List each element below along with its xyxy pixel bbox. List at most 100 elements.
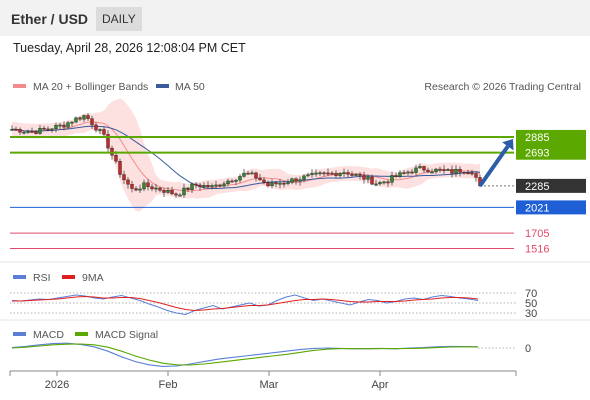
candle xyxy=(250,170,254,175)
candle-body xyxy=(182,187,186,196)
candle xyxy=(446,168,450,171)
candle-body xyxy=(226,180,230,185)
resistance-label-block xyxy=(516,129,586,160)
candle-body xyxy=(334,172,338,176)
candle-body xyxy=(86,115,90,119)
chart-header: Ether / USD DAILY xyxy=(0,0,590,36)
candle xyxy=(398,170,402,179)
macd-legend-swatch xyxy=(13,332,26,336)
candle xyxy=(166,186,170,194)
candle xyxy=(450,165,454,178)
x-axis: 2026 Feb Mar Apr xyxy=(9,370,517,391)
candle xyxy=(222,181,226,188)
candle xyxy=(22,130,26,135)
candle xyxy=(218,183,222,188)
candle-body xyxy=(294,178,298,182)
candle-body xyxy=(346,172,350,175)
candle-body xyxy=(34,131,38,134)
candle xyxy=(254,171,258,182)
candle-body xyxy=(170,190,174,195)
candle xyxy=(342,168,346,177)
candle xyxy=(414,164,418,176)
candle xyxy=(42,125,46,131)
candle-body xyxy=(414,167,418,173)
level-label: 2285 xyxy=(525,181,549,193)
candle xyxy=(262,177,266,185)
candle-body xyxy=(326,172,330,175)
candle xyxy=(214,180,218,189)
candle-body xyxy=(374,183,378,186)
candle-body xyxy=(106,134,110,149)
level-2285: 2285 xyxy=(480,178,586,193)
candle-body xyxy=(418,166,422,169)
candle-body xyxy=(398,172,402,177)
candle-body xyxy=(350,174,354,176)
candle xyxy=(18,127,22,135)
candle xyxy=(134,186,138,192)
candle-body xyxy=(234,179,238,182)
rsi-ma-legend-swatch xyxy=(62,275,75,279)
candle-body xyxy=(246,172,250,175)
candle-body xyxy=(458,168,462,173)
candle-body xyxy=(50,128,54,131)
candle xyxy=(302,174,306,182)
rsi-tick-label: 30 xyxy=(525,308,537,320)
candle xyxy=(294,177,298,185)
candle xyxy=(350,171,354,177)
candle xyxy=(210,183,214,190)
candle xyxy=(402,169,406,175)
candle-body xyxy=(266,182,270,186)
candle xyxy=(410,169,414,175)
x-tick-label: Mar xyxy=(260,379,279,391)
period-badge[interactable]: DAILY xyxy=(96,7,142,31)
candle-body xyxy=(142,182,146,190)
candle-body xyxy=(430,171,434,174)
candle-body xyxy=(474,173,478,178)
candle-body xyxy=(446,169,450,171)
level-2885: 2885 xyxy=(10,129,586,144)
candle-body xyxy=(46,128,50,131)
candle-body xyxy=(422,166,426,171)
resistance-label-text: 2885 xyxy=(525,132,549,144)
candle xyxy=(418,163,422,170)
candle xyxy=(394,172,398,178)
price-panel xyxy=(10,98,482,212)
candle xyxy=(206,181,210,189)
candle-body xyxy=(210,185,214,188)
candle xyxy=(170,186,174,196)
candle xyxy=(74,116,78,124)
candle xyxy=(322,171,326,177)
candle-body xyxy=(254,172,258,179)
candle-body xyxy=(258,177,262,181)
candle-body xyxy=(270,182,274,186)
level-1705: 1705 xyxy=(10,228,549,240)
candle-body xyxy=(122,174,126,181)
timestamp: Tuesday, April 28, 2026 12:08:04 PM CET xyxy=(13,41,246,55)
candle xyxy=(118,158,122,178)
candle-body xyxy=(138,188,142,191)
candle xyxy=(146,179,150,191)
candle xyxy=(454,165,458,177)
candle-body xyxy=(146,182,150,187)
macd-line xyxy=(11,342,479,367)
candle-body xyxy=(386,181,390,184)
candle xyxy=(30,127,34,133)
candle-body xyxy=(406,171,410,174)
candle xyxy=(378,180,382,186)
candle-body xyxy=(130,183,134,189)
projection-arrow-head xyxy=(502,138,514,151)
candle-body xyxy=(66,122,70,128)
candle xyxy=(370,174,374,186)
candle-body xyxy=(30,131,34,133)
rsi-ma-line xyxy=(12,295,479,312)
candle xyxy=(462,171,466,175)
x-tick-label: Apr xyxy=(371,379,388,391)
candle-body xyxy=(298,179,302,182)
candle xyxy=(390,171,394,186)
candle-body xyxy=(262,179,266,183)
level-label-bg xyxy=(516,200,586,215)
candle-body xyxy=(82,115,86,120)
candle xyxy=(162,187,166,197)
macd-signal-line xyxy=(11,343,479,366)
ma50-legend-label: MA 50 xyxy=(175,81,205,93)
